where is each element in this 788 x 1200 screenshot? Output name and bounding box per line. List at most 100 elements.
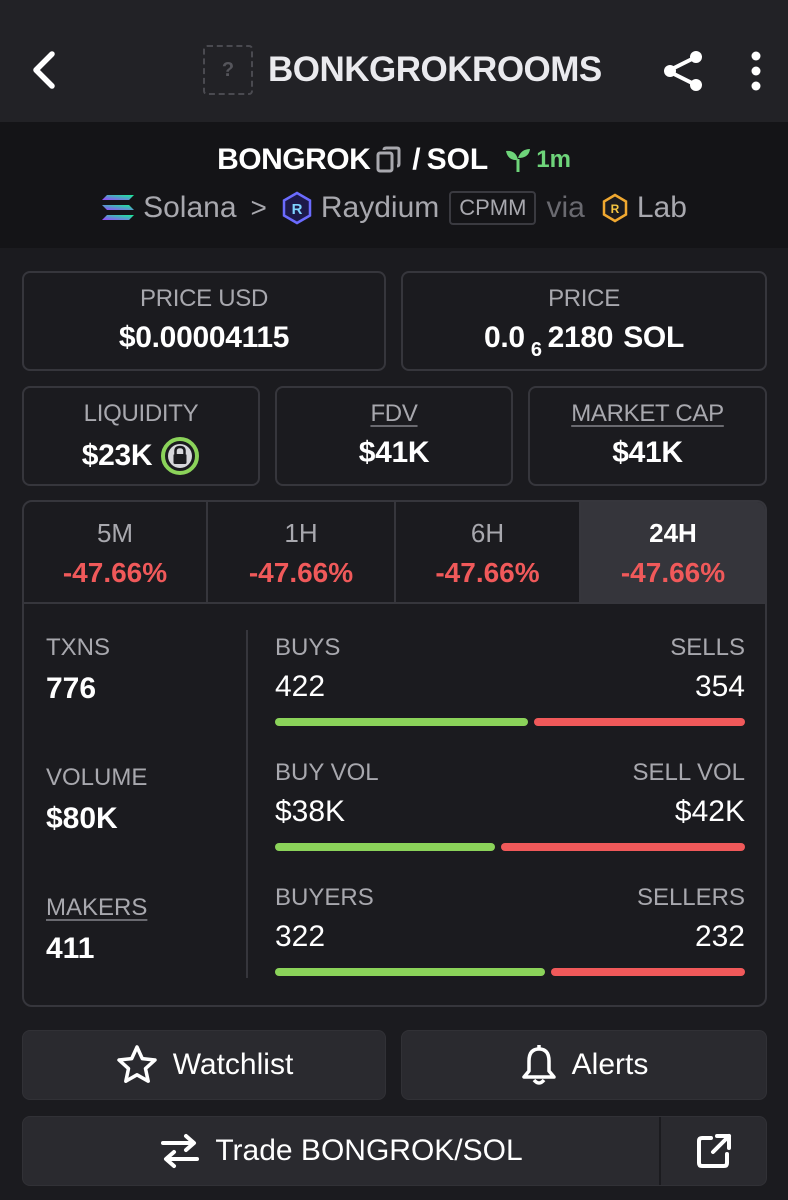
volume-split-row: BUY VOL SELL VOL $38K $42K [275, 759, 745, 851]
buys-sells-row: BUYS SELLS 422 354 [275, 634, 745, 726]
timeframe-tabs: 5M -47.66% 1H -47.66% 6H -47.66% 24H -47… [24, 502, 765, 604]
market-cap-value: $41K [612, 436, 683, 469]
alerts-label: Alerts [571, 1048, 649, 1081]
price-usd-value: $0.00004115 [118, 321, 290, 354]
chevron-left-icon [33, 51, 55, 89]
buy-vol-bar-fill [275, 843, 496, 851]
price-native-unit: SOL [623, 321, 684, 354]
market-cap-card: MARKET CAP $41K [528, 386, 767, 486]
volume-stat: VOLUME $80K [46, 764, 147, 836]
tab-label: 6H [470, 518, 505, 548]
trade-divider [659, 1117, 661, 1185]
price-usd-label: PRICE USD [140, 285, 268, 312]
tab-5m[interactable]: 5M -47.66% [24, 502, 208, 602]
pair-title: BONGROK / SOL 1m [0, 140, 788, 180]
sellers-bar-fill [551, 968, 745, 976]
raydium-icon: R [282, 191, 312, 225]
column-divider [246, 630, 248, 978]
liquidity-card: LIQUIDITY $23K [22, 386, 260, 486]
liquidity-value: $23K [81, 439, 153, 472]
buys-value: 422 [275, 670, 326, 703]
pair-route: Solana > R Raydium CPMM via R Lab [0, 186, 788, 230]
more-vertical-icon [751, 51, 761, 91]
trade-label: Trade BONGROK/SOL [215, 1134, 523, 1167]
liquidity-value-row: $23K [24, 436, 258, 476]
price-native-zero-count: 6 [530, 338, 542, 361]
pair-separator: / [412, 143, 421, 176]
pair-age-text: 1m [536, 146, 571, 173]
top-bar: ? BONKGROKROOMS [0, 0, 788, 122]
makers-split-row: BUYERS SELLERS 322 232 [275, 884, 745, 976]
price-native-prefix: 0.0 [484, 321, 525, 354]
back-button[interactable] [24, 48, 68, 92]
txns-stat: TXNS 776 [46, 634, 147, 706]
swap-arrows-icon [161, 1134, 200, 1168]
sells-value: 354 [694, 670, 745, 703]
open-external-button[interactable] [661, 1117, 767, 1185]
volume-value: $80K [46, 802, 118, 835]
svg-text:R: R [291, 201, 302, 218]
tab-6h[interactable]: 6H -47.66% [396, 502, 581, 602]
tab-change: -47.66% [620, 557, 726, 588]
sellers-label: SELLERS [636, 884, 745, 911]
volume-label: VOLUME [46, 764, 148, 791]
fdv-value: $41K [358, 436, 430, 469]
more-options-button[interactable] [740, 47, 772, 95]
token-name: BONKGROKROOMS [268, 50, 602, 89]
trade-button[interactable]: Trade BONGROK/SOL [23, 1117, 659, 1185]
watchlist-button[interactable]: Watchlist [22, 1030, 386, 1100]
sellers-value: 232 [694, 920, 745, 953]
solana-icon [102, 195, 135, 220]
copy-icon[interactable] [376, 146, 402, 174]
sell-vol-value: $42K [674, 795, 745, 828]
alerts-button[interactable]: Alerts [401, 1030, 767, 1100]
launchpad-name[interactable]: Lab [636, 191, 687, 224]
chain-name[interactable]: Solana [143, 191, 237, 224]
share-button[interactable] [660, 47, 708, 95]
makers-stat: MAKERS 411 [46, 894, 147, 966]
buyers-label: BUYERS [275, 884, 374, 911]
star-icon [116, 1045, 157, 1083]
price-native-card: PRICE 0.0 6 2180 SOL [401, 271, 767, 371]
market-cap-label[interactable]: MARKET CAP [571, 400, 724, 427]
buy-vol-value: $38K [275, 795, 346, 828]
lock-icon[interactable] [160, 436, 200, 476]
txns-label: TXNS [46, 634, 111, 661]
pair-base-symbol: BONGROK [217, 143, 371, 176]
route-chevron: > [250, 192, 267, 223]
tab-change: -47.66% [435, 557, 540, 588]
launchpad-icon: R [602, 193, 628, 223]
pair-info: BONGROK / SOL 1m Solan [0, 122, 788, 248]
volume-split-bar [275, 843, 745, 851]
buys-bar-fill [275, 718, 528, 726]
buys-label: BUYS [275, 634, 341, 661]
bell-icon [521, 1045, 556, 1085]
tab-label: 24H [649, 518, 697, 548]
stats-panel: 5M -47.66% 1H -47.66% 6H -47.66% 24H -47… [22, 500, 767, 1007]
share-icon [664, 51, 702, 91]
price-native-label: PRICE [548, 285, 620, 312]
pool-type-badge: CPMM [449, 191, 537, 225]
fdv-label[interactable]: FDV [370, 400, 418, 427]
pair-quote-symbol: SOL [426, 143, 489, 176]
pair-age: 1m [504, 146, 571, 174]
sell-vol-label: SELL VOL [632, 759, 745, 786]
sells-bar-fill [533, 718, 745, 726]
tab-label: 5M [96, 518, 134, 548]
dex-name[interactable]: Raydium [320, 191, 440, 224]
makers-value: 411 [46, 932, 95, 965]
watchlist-label: Watchlist [172, 1048, 294, 1081]
trade-bar: Trade BONGROK/SOL [22, 1116, 767, 1186]
summary-column: TXNS 776 VOLUME $80K MAKERS 411 [46, 634, 147, 966]
price-native-value: 0.0 6 2180 SOL [403, 321, 765, 361]
sell-vol-bar-fill [501, 843, 745, 851]
price-usd-card: PRICE USD $0.00004115 [22, 271, 386, 371]
tab-change: -47.66% [62, 557, 168, 588]
token-logo-placeholder: ? [203, 45, 253, 95]
tab-change: -47.66% [248, 557, 354, 588]
tab-1h[interactable]: 1H -47.66% [208, 502, 396, 602]
makers-label[interactable]: MAKERS [46, 894, 148, 921]
tab-24h[interactable]: 24H -47.66% [581, 502, 765, 602]
seedling-icon [506, 149, 531, 172]
makers-split-bar [275, 968, 745, 976]
